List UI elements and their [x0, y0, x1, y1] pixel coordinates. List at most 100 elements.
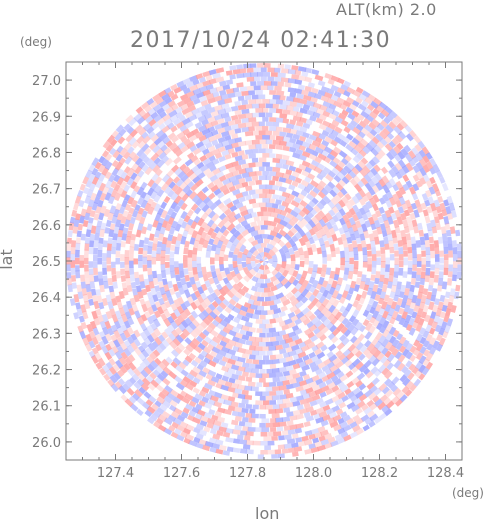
radar-gate-cell	[406, 240, 412, 248]
radar-gate-cell	[115, 359, 124, 369]
radar-gate-cell	[364, 417, 373, 425]
radar-gate-cell	[244, 112, 253, 119]
radar-gate-cell	[357, 271, 363, 278]
radar-gate-cell	[272, 194, 280, 200]
radar-gate-cell	[361, 403, 369, 411]
radar-gate-cell	[245, 312, 253, 319]
radar-gate-cell	[328, 304, 336, 314]
radar-gate-cell	[257, 229, 265, 235]
radar-gate-cell	[214, 142, 224, 150]
radar-gate-cell	[214, 123, 223, 131]
radar-gate-cell	[233, 438, 241, 444]
radar-gate-cell	[301, 150, 311, 158]
radar-gate-cell	[422, 209, 429, 217]
radar-gate-cell	[343, 434, 352, 442]
radar-gate-cell	[358, 198, 366, 206]
radar-gate-cell	[318, 143, 327, 151]
radar-gate-cell	[268, 372, 277, 378]
radar-gate-cell	[209, 350, 218, 358]
radar-gate-cell	[192, 79, 200, 86]
radar-gate-cell	[345, 302, 353, 312]
radar-gate-cell	[88, 247, 94, 255]
radar-gate-cell	[238, 150, 245, 156]
radar-gate-cell	[117, 228, 124, 238]
radar-gate-cell	[207, 359, 217, 368]
radar-gate-cell	[442, 331, 449, 339]
radar-gate-cell	[392, 387, 402, 397]
radar-gate-cell	[369, 306, 376, 315]
radar-gate-cell	[109, 308, 116, 316]
radar-gate-cell	[381, 310, 389, 319]
radar-gate-cell	[216, 333, 225, 341]
radar-gate-cell	[429, 271, 435, 279]
radar-gate-cell	[384, 304, 392, 313]
radar-gate-cell	[336, 97, 345, 105]
radar-gate-cell	[287, 193, 296, 201]
radar-gate-cell	[242, 266, 250, 275]
radar-gate-cell	[412, 264, 417, 271]
radar-gate-cell	[426, 206, 433, 214]
radar-gate-cell	[292, 353, 300, 360]
radar-gate-cell	[413, 348, 420, 357]
radar-gate-cell	[195, 82, 205, 89]
radar-gate-cell	[397, 354, 406, 363]
radar-gate-cell	[137, 373, 146, 382]
radar-gate-cell	[122, 227, 129, 234]
radar-gate-cell	[238, 205, 248, 213]
radar-gate-cell	[378, 316, 387, 326]
radar-gate-cell	[432, 304, 439, 314]
radar-gate-cell	[398, 196, 406, 206]
radar-gate-cell	[78, 215, 85, 224]
radar-gate-cell	[251, 112, 260, 118]
radar-gate-cell	[114, 381, 123, 389]
radar-gate-cell	[230, 382, 239, 389]
radar-gate-cell	[204, 440, 214, 448]
radar-gate-cell	[401, 236, 407, 245]
radar-gate-cell	[111, 215, 118, 224]
radar-gate-cell	[173, 86, 182, 94]
radar-gate-cell	[198, 124, 208, 132]
radar-gate-cell	[352, 204, 360, 213]
radar-gate-cell	[223, 208, 232, 216]
radar-gate-cell	[269, 239, 277, 247]
radar-gate-cell	[180, 319, 189, 329]
radar-gate-cell	[185, 383, 194, 391]
radar-gate-cell	[340, 233, 347, 242]
radar-gate-cell	[316, 173, 325, 181]
radar-gate-cell	[222, 431, 231, 438]
radar-gate-cell	[184, 240, 190, 248]
radar-gate-cell	[434, 324, 442, 333]
radar-gate-cell	[387, 281, 393, 289]
radar-gate-cell	[369, 111, 378, 120]
radar-gate-cell	[452, 254, 458, 262]
radar-gate-cell	[130, 233, 137, 241]
radar-gate-cell	[288, 165, 297, 172]
radar-gate-cell	[397, 206, 405, 214]
radar-gate-cell	[126, 177, 135, 186]
radar-gate-cell	[153, 421, 161, 429]
radar-gate-cell	[148, 118, 157, 127]
radar-gate-cell	[342, 274, 349, 281]
radar-gate-cell	[337, 314, 346, 323]
radar-gate-cell	[269, 117, 277, 122]
radar-gate-cell	[313, 327, 321, 335]
radar-gate-cell	[278, 247, 286, 256]
radar-gate-cell	[115, 251, 121, 258]
radar-gate-cell	[441, 209, 448, 217]
radar-gate-cell	[361, 100, 369, 108]
radar-gate-cell	[217, 127, 226, 134]
radar-gate-cell	[364, 124, 373, 133]
radar-gate-cell	[115, 271, 121, 279]
radar-gate-cell	[403, 144, 412, 153]
radar-gate-cell	[294, 70, 302, 76]
radar-gate-cell	[378, 307, 386, 315]
radar-gate-cell	[175, 291, 182, 299]
radar-gate-cell	[405, 281, 411, 289]
radar-gate-cell	[437, 212, 444, 220]
radar-gate-cell	[269, 318, 277, 324]
radar-gate-cell	[145, 399, 154, 407]
radar-gate-cell	[220, 94, 229, 100]
radar-gate-cell	[255, 126, 263, 131]
radar-gate-cell	[237, 264, 244, 272]
radar-gate-cell	[169, 404, 177, 412]
